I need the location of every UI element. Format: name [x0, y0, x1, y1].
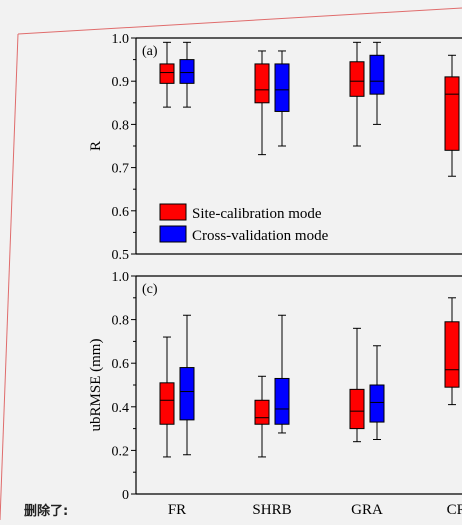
panel-label: (a): [142, 44, 158, 59]
box-cross-validation: [179, 367, 195, 421]
y-tick-label: 1.0: [112, 32, 130, 47]
y-tick-label: 1.0: [112, 270, 130, 285]
box-cross-validation: [179, 59, 195, 84]
box-site-calibration: [159, 63, 175, 84]
box-site-calibration: [444, 76, 460, 151]
y-axis-label: R: [88, 141, 104, 151]
panel-a-chart: 0.5 0.6 0.7 0.8 0.9 1.0 R (a) Site-calibration m…: [88, 32, 462, 263]
box-site-calibration: [349, 388, 365, 430]
y-tick-label: 0.8: [112, 118, 130, 133]
y-tick-label: 0.6: [112, 205, 130, 220]
category-label: GRA: [351, 502, 383, 518]
deleted-annotation: 删除了:: [24, 504, 69, 519]
category-label: FR: [168, 502, 186, 518]
category-label: SHRB: [252, 502, 291, 518]
y-tick-label: 0: [122, 488, 129, 503]
legend-swatch: [159, 203, 187, 221]
category-label: CRO: [447, 502, 462, 518]
box-site-calibration: [254, 63, 270, 104]
box-site-calibration: [159, 382, 175, 425]
box-site-calibration: [444, 321, 460, 388]
legend-entry: Cross-validation mode: [192, 228, 329, 244]
box-cross-validation: [274, 63, 290, 112]
y-tick-label: 0.2: [112, 444, 130, 459]
box-cross-validation: [369, 384, 385, 423]
box-cross-validation: [274, 377, 290, 425]
y-axis-label: ubRMSE (mm): [88, 339, 104, 432]
y-tick-label: 0.6: [112, 357, 130, 372]
panel-label: (c): [142, 282, 158, 297]
legend-entry: Site-calibration mode: [192, 206, 322, 222]
box-site-calibration: [349, 61, 365, 97]
y-tick-label: 0.8: [112, 314, 130, 329]
box-site-calibration: [254, 399, 270, 425]
panel-c-chart: 0 0.2 0.4 0.6 0.8 1.0 ubRMSE (mm) (c) FR SHRB GRA C…: [88, 270, 462, 518]
y-tick-label: 0.5: [112, 248, 130, 263]
legend-swatch: [159, 225, 187, 243]
y-tick-label: 0.4: [112, 401, 130, 416]
box-cross-validation: [369, 54, 385, 95]
y-tick-label: 0.7: [112, 162, 130, 177]
y-tick-label: 0.9: [112, 75, 130, 90]
document-frame: [0, 7, 462, 521]
